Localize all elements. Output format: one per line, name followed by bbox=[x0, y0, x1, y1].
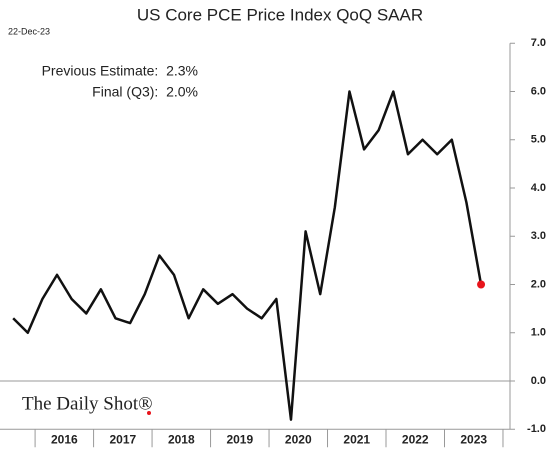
y-tick-label: 1.0 bbox=[531, 327, 546, 339]
y-tick-label: 0.0 bbox=[531, 375, 546, 387]
y-tick-label: 7.0 bbox=[531, 37, 546, 49]
x-tick-label: 2016 bbox=[51, 432, 78, 446]
source-logo: The Daily Shot® bbox=[22, 393, 153, 414]
data-line bbox=[12, 90, 483, 421]
y-tick-label: 5.0 bbox=[531, 134, 546, 146]
y-tick-label: 2.0 bbox=[531, 278, 546, 290]
annotation: Previous Estimate: 2.3% bbox=[42, 63, 198, 79]
x-tick-label: 2020 bbox=[285, 432, 312, 446]
x-tick-label: 2018 bbox=[168, 432, 195, 446]
x-tick-label: 2021 bbox=[343, 432, 370, 446]
y-tick-label: 3.0 bbox=[531, 230, 546, 242]
x-tick-label: 2017 bbox=[109, 432, 136, 446]
logo-dot bbox=[147, 411, 151, 415]
annotation: Final (Q3): 2.0% bbox=[92, 84, 198, 100]
last-point bbox=[477, 280, 486, 289]
y-tick-label: 6.0 bbox=[531, 85, 546, 97]
date: 22-Dec-23 bbox=[8, 26, 50, 36]
x-tick-label: 2023 bbox=[460, 432, 487, 446]
x-tick-label: 2019 bbox=[226, 432, 253, 446]
x-tick-label: 2022 bbox=[402, 432, 429, 446]
chart-title: US Core PCE Price Index QoQ SAAR bbox=[137, 5, 423, 24]
y-tick-label: 4.0 bbox=[531, 182, 546, 194]
y-tick-label: -1.0 bbox=[527, 423, 546, 435]
